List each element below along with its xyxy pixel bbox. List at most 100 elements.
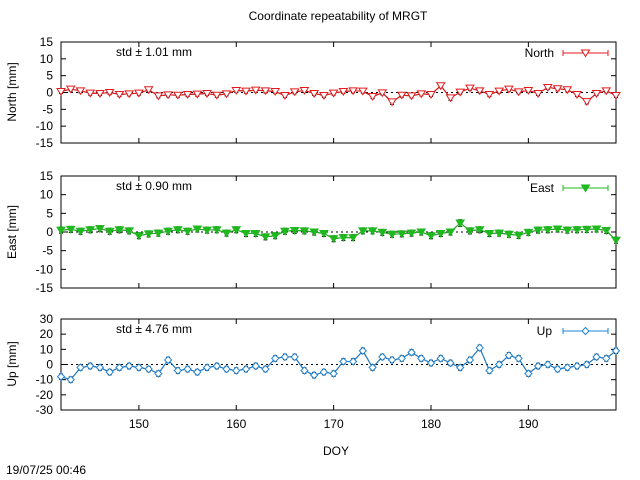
data-point [154,369,163,378]
series-line [60,222,617,241]
data-point [602,354,611,363]
legend-marker [581,326,590,336]
data-point [435,82,446,91]
data-point [232,366,241,375]
chart-title: Coordinate repeatability of MRGT [249,9,428,23]
series-line-black [60,85,617,103]
data-point [241,364,251,374]
y-tick-label: -15 [36,281,54,295]
data-point [591,90,602,98]
data-point [455,219,466,228]
data-point [474,226,485,235]
data-point [134,363,144,372]
data-point [484,91,495,99]
up-std-label: std ± 4.76 mm [116,322,192,336]
data-point [172,91,183,100]
data-point [562,226,573,235]
data-point [378,352,387,362]
data-point [280,352,290,362]
data-point [514,354,523,363]
data-point [377,228,388,237]
data-point [533,90,543,98]
data-point [75,227,86,236]
data-point [553,364,562,374]
data-point [163,227,173,236]
y-tick-label: 5 [46,69,53,83]
panel-up: Up [mm] std ± 4.76 mm Up -30-20-100 10203… [5,312,621,431]
data-point [474,87,485,96]
data-point [533,361,543,371]
data-point [445,228,456,237]
data-point [56,226,66,235]
y-tick-label: 0 [46,225,53,239]
data-point [172,226,183,235]
data-point [348,234,358,243]
data-point [338,87,349,96]
y-tick-label: 15 [40,35,54,49]
data-point [193,367,202,377]
data-point [299,86,310,95]
data-point [114,91,125,99]
y-tick-label: 10 [40,188,54,202]
timestamp: 19/07/25 00:46 [6,463,86,477]
data-point [56,372,66,381]
data-point [114,226,125,235]
data-point [417,354,426,363]
north-y-ticks: -15 -10 -5 0 5 10 15 [36,35,616,150]
data-point [329,369,338,378]
y-tick-label: -15 [36,136,54,150]
up-series [56,343,621,384]
y-tick-label: 5 [46,206,53,220]
data-point [115,363,124,372]
data-point [192,90,203,99]
north-legend-sample [562,49,609,58]
data-point [124,361,134,371]
data-point [211,226,222,235]
data-point [348,87,358,96]
data-point [66,375,75,384]
data-point [504,351,514,360]
data-point [250,86,261,95]
data-point [387,230,397,239]
data-point [86,361,95,371]
data-point [319,367,329,377]
data-point [475,343,484,353]
data-point [446,358,455,368]
data-point [591,225,602,234]
up-x-ticks: 150 160 170 180 190 [129,319,539,431]
data-point [601,87,612,96]
data-point [513,88,524,97]
series-line [60,85,617,103]
data-point [611,346,621,356]
data-point [436,354,445,363]
x-axis-label: DOY [323,444,349,458]
data-point [85,89,96,98]
data-point [134,89,144,98]
data-point [95,363,105,372]
data-point [445,94,456,103]
data-point [484,229,495,238]
north-x-ticks [138,42,529,143]
data-point [407,348,416,357]
data-point [319,229,329,238]
data-point [397,354,406,363]
data-point [552,85,563,94]
data-point [260,233,271,242]
data-point [563,363,572,372]
data-point [582,360,591,369]
data-point [416,90,427,99]
data-point [465,355,475,365]
data-point [572,91,582,99]
data-point [368,363,377,372]
data-point [250,229,261,238]
data-point [357,87,368,96]
data-point [348,357,358,366]
data-point [104,227,115,236]
data-point [485,366,494,375]
data-point [406,229,417,238]
y-tick-label: 30 [40,312,54,326]
data-point [581,98,592,107]
data-point [406,92,417,101]
data-point [231,86,242,95]
